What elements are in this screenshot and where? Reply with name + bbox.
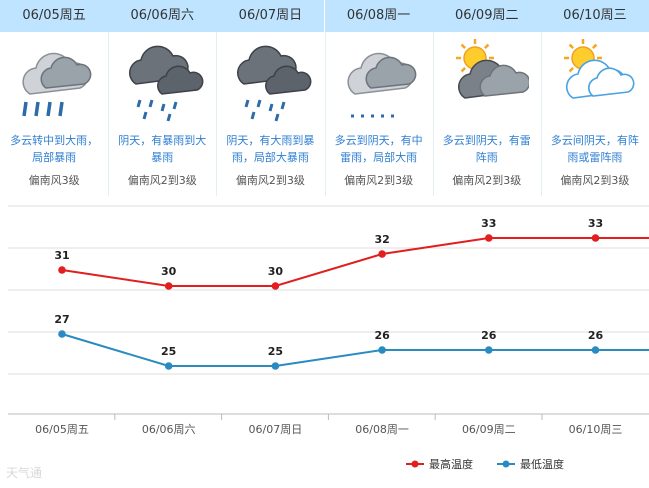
data-label: 26 <box>374 329 390 342</box>
data-label: 26 <box>481 329 497 342</box>
weather-description: 多云到阴天，有雷 阵雨 <box>435 132 539 168</box>
forecast-day: 06/08周一 多云到阴天，有中 雷雨，局部大雨 偏南风2到3级 <box>324 0 433 196</box>
data-point <box>485 234 493 242</box>
description-line: 阴天，有大雨到暴 <box>226 134 315 147</box>
forecast-day: 06/10周三多云间阴天，有阵 雨或雷阵雨偏南风2到3级 <box>540 0 649 196</box>
series-line <box>61 237 649 287</box>
description-line: 多云到阴天，有雷 <box>442 134 531 147</box>
forecast-date: 06/07周日 <box>216 0 325 32</box>
weather-icon-wrap <box>541 32 649 128</box>
x-tick-label: 06/05周五 <box>35 423 89 436</box>
forecast-day: 06/07周日 阴天，有大雨到暴 雨，局部大暴雨 偏南风2到3级 <box>216 0 325 196</box>
sun-cloud-icon <box>563 39 635 99</box>
description-line: 阵雨 <box>475 151 498 164</box>
wind-info: 偏南风3级 <box>28 174 80 187</box>
dark-cloud-rain-icon <box>237 45 312 122</box>
data-point <box>58 330 66 338</box>
weather-icon-wrap <box>0 32 108 128</box>
wind-info: 偏南风2到3级 <box>560 174 630 187</box>
description-line: 雷雨，局部大雨 <box>340 151 418 164</box>
data-label: 33 <box>588 217 603 230</box>
legend-marker <box>411 460 419 468</box>
weather-description: 多云到阴天，有中 雷雨，局部大雨 <box>327 132 431 168</box>
weather-icon-wrap <box>325 32 433 128</box>
wind-info: 偏南风2到3级 <box>344 174 414 187</box>
weather-icon-wrap <box>108 32 216 128</box>
data-point <box>164 282 173 290</box>
data-point <box>271 362 280 370</box>
forecast-date: 06/10周三 <box>540 0 649 32</box>
column-separator <box>216 32 218 196</box>
watermark: 天气通 <box>6 466 43 480</box>
data-point <box>378 346 386 354</box>
legend-label: 最高温度 <box>429 457 473 471</box>
series-line <box>61 333 649 367</box>
wind-info: 偏南风2到3级 <box>235 174 305 187</box>
description-line: 局部暴雨 <box>32 151 77 164</box>
description-line: 雨或雷阵雨 <box>567 151 623 164</box>
data-point <box>58 266 66 274</box>
forecast-date: 06/06周六 <box>108 0 217 32</box>
forecast-date: 06/09周二 <box>432 0 541 32</box>
temperature-chart: 06/05周五 06/06周六 06/07周日 06/08周一 06/09周二 06/10… <box>8 205 649 471</box>
data-point <box>164 362 173 370</box>
column-separator <box>432 32 434 196</box>
forecast-day: 06/05周五多云转中到大雨， 局部暴雨偏南风3级 <box>0 0 109 196</box>
weather-description: 多云转中到大雨， 局部暴雨 <box>2 132 106 168</box>
data-label: 25 <box>161 345 176 358</box>
forecast-date: 06/08周一 <box>324 0 433 32</box>
data-label: 31 <box>54 249 69 262</box>
data-label: 33 <box>481 217 496 230</box>
data-point <box>271 282 280 290</box>
description-line: 暴雨 <box>151 151 174 164</box>
description-line: 多云间阴天，有阵 <box>550 134 639 147</box>
weather-icon-wrap <box>433 32 541 128</box>
sun-dark-cloud-icon <box>455 39 529 99</box>
forecast-panel: 06/05周五多云转中到大雨， 局部暴雨偏南风3级 06/06周六阴天，有暴雨到大暴… <box>0 0 649 196</box>
x-tick-label: 06/07周日 <box>249 423 303 436</box>
data-point <box>378 250 386 258</box>
data-point <box>591 234 600 242</box>
data-label: 27 <box>54 313 69 326</box>
wind-info: 偏南风2到3级 <box>452 174 522 187</box>
forecast-day: 06/06周六阴天，有暴雨到大 暴雨偏南风2到3级 <box>108 0 217 196</box>
data-point <box>485 346 493 354</box>
heavy-rain-cloud-icon <box>22 52 92 117</box>
description-line: 阴天，有暴雨到大 <box>118 134 207 147</box>
forecast-day: 06/09周二多云到阴天，有雷 阵雨偏南风2到3级 <box>432 0 541 196</box>
data-label: 30 <box>161 265 177 278</box>
column-separator <box>540 32 542 196</box>
forecast-date: 06/05周五 <box>0 0 109 32</box>
data-label: 26 <box>588 329 604 342</box>
dark-cloud-rain-icon <box>129 45 204 122</box>
weather-description: 多云间阴天，有阵 雨或雷阵雨 <box>543 132 647 168</box>
description-line: 雨，局部大暴雨 <box>231 151 309 164</box>
legend-marker <box>502 460 510 468</box>
legend-label: 最低温度 <box>520 457 564 471</box>
weather-icon-wrap <box>216 32 324 128</box>
data-point <box>591 346 600 354</box>
description-line: 多云转中到大雨， <box>10 134 99 147</box>
weather-description: 阴天，有大雨到暴 雨，局部大暴雨 <box>218 132 322 168</box>
cloud-rain-icon <box>346 52 416 118</box>
x-tick-label: 06/09周二 <box>462 423 516 436</box>
column-separator <box>108 32 110 196</box>
x-tick-label: 06/10周三 <box>569 423 623 436</box>
x-tick-label: 06/06周六 <box>142 423 196 436</box>
data-label: 25 <box>268 345 283 358</box>
data-label: 30 <box>268 265 284 278</box>
x-tick-label: 06/08周一 <box>355 423 409 436</box>
data-label: 32 <box>374 233 389 246</box>
weather-description: 阴天，有暴雨到大 暴雨 <box>110 132 214 168</box>
wind-info: 偏南风2到3级 <box>127 174 197 187</box>
column-separator <box>324 32 326 196</box>
description-line: 多云到阴天，有中 <box>334 134 423 147</box>
